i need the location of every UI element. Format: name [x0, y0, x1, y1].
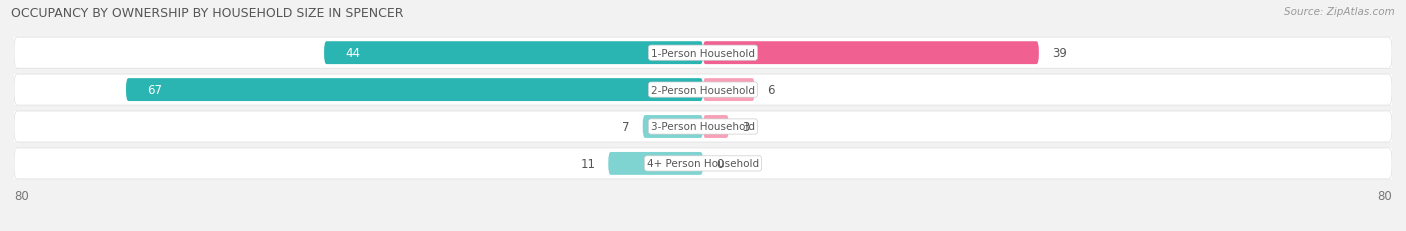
FancyBboxPatch shape	[703, 42, 1039, 65]
Text: 1-Person Household: 1-Person Household	[651, 49, 755, 58]
Text: OCCUPANCY BY OWNERSHIP BY HOUSEHOLD SIZE IN SPENCER: OCCUPANCY BY OWNERSHIP BY HOUSEHOLD SIZE…	[11, 7, 404, 20]
FancyBboxPatch shape	[14, 75, 1392, 106]
FancyBboxPatch shape	[323, 42, 703, 65]
FancyBboxPatch shape	[127, 79, 703, 102]
FancyBboxPatch shape	[14, 148, 1392, 179]
Text: 11: 11	[581, 157, 595, 170]
Text: 2-Person Household: 2-Person Household	[651, 85, 755, 95]
FancyBboxPatch shape	[14, 112, 1392, 142]
Text: 3-Person Household: 3-Person Household	[651, 122, 755, 132]
Text: Source: ZipAtlas.com: Source: ZipAtlas.com	[1284, 7, 1395, 17]
Bar	[14, 38, 1392, 69]
Bar	[14, 148, 1392, 179]
Text: 7: 7	[623, 121, 630, 134]
Text: 80: 80	[14, 189, 28, 202]
FancyBboxPatch shape	[14, 38, 1392, 69]
FancyBboxPatch shape	[703, 79, 755, 102]
Text: 0: 0	[716, 157, 723, 170]
FancyBboxPatch shape	[703, 116, 728, 138]
Text: 3: 3	[742, 121, 749, 134]
Text: 44: 44	[346, 47, 360, 60]
Bar	[14, 75, 1392, 106]
Text: 80: 80	[1378, 189, 1392, 202]
Text: 4+ Person Household: 4+ Person Household	[647, 159, 759, 169]
Text: 67: 67	[148, 84, 163, 97]
FancyBboxPatch shape	[609, 152, 703, 175]
Text: 39: 39	[1052, 47, 1067, 60]
Text: 6: 6	[768, 84, 775, 97]
FancyBboxPatch shape	[643, 116, 703, 138]
Bar	[14, 112, 1392, 142]
